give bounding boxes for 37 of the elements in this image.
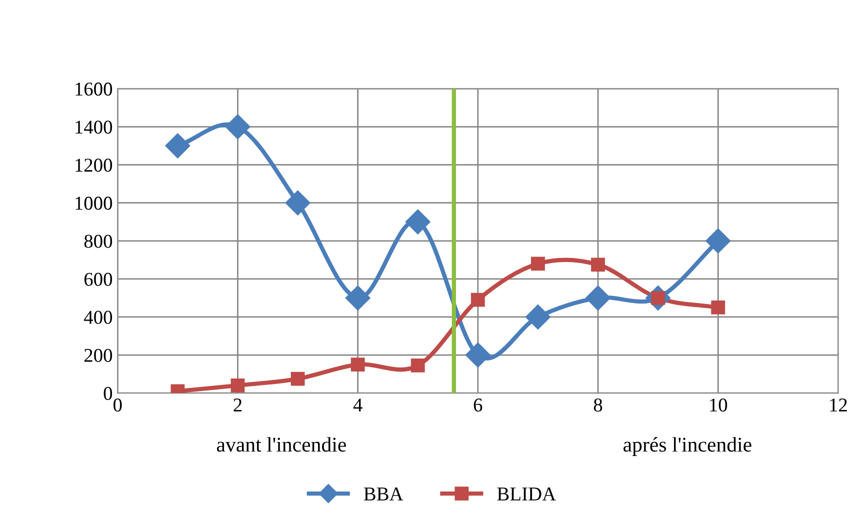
y-tick-label: 1000 xyxy=(76,196,112,210)
point xyxy=(285,190,310,216)
point xyxy=(290,372,305,386)
y-tick-label: 600 xyxy=(84,272,112,286)
legend-label: BBA xyxy=(364,488,404,500)
y-tick-label: 200 xyxy=(84,348,112,362)
y-tick-label: 1200 xyxy=(76,158,112,172)
legend-label: BLIDA xyxy=(497,488,556,500)
point xyxy=(465,342,490,368)
x-tick-label: 2 xyxy=(234,398,242,412)
x-tick-label: 0 xyxy=(114,398,122,412)
point xyxy=(586,285,610,310)
point xyxy=(410,358,425,372)
x-tick-label: 4 xyxy=(353,398,362,412)
point xyxy=(531,256,545,271)
point xyxy=(345,285,370,310)
y-tick-label: 800 xyxy=(84,234,112,248)
x-tick-label: 6 xyxy=(474,398,482,412)
point xyxy=(525,304,550,330)
point xyxy=(706,228,731,254)
x-tick-label: 12 xyxy=(830,398,847,412)
y-tick-label: 400 xyxy=(84,310,112,324)
x-tick-label: 8 xyxy=(594,398,602,412)
point xyxy=(350,358,365,372)
point xyxy=(165,133,190,158)
text: avant l'incendie xyxy=(216,437,346,452)
x-tick-label: 10 xyxy=(710,398,728,412)
point xyxy=(230,378,245,392)
point xyxy=(711,300,726,314)
point xyxy=(405,209,430,234)
point xyxy=(225,114,250,140)
y-tick-label: 0 xyxy=(104,386,112,400)
point xyxy=(591,258,605,272)
point xyxy=(470,292,485,307)
text: aprés l'incendie xyxy=(624,437,752,456)
y-tick-label: 1600 xyxy=(76,82,112,96)
y-tick-label: 1400 xyxy=(76,120,112,134)
